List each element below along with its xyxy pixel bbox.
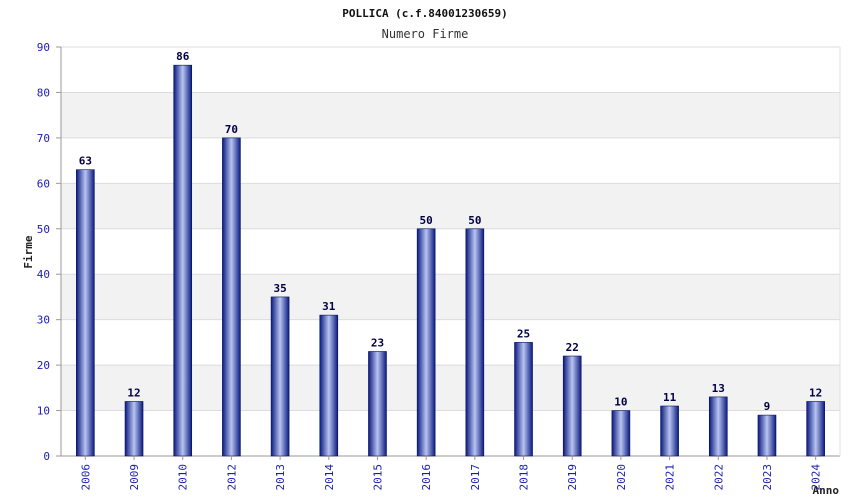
y-tick-label: 60 xyxy=(37,177,50,190)
bar-2017 xyxy=(465,228,485,457)
value-label-2023: 9 xyxy=(764,400,771,413)
x-tick-label-2019: 2019 xyxy=(566,464,579,491)
y-tick-label: 80 xyxy=(37,86,50,99)
y-tick-label: 70 xyxy=(37,132,50,145)
chart-title: POLLICA (c.f.84001230659) xyxy=(342,7,508,20)
value-label-2018: 25 xyxy=(517,327,530,340)
chart-subtitle: Numero Firme xyxy=(382,27,469,41)
x-tick-label-2012: 2012 xyxy=(225,464,238,491)
bar-2009 xyxy=(124,401,144,457)
bar-2019 xyxy=(562,355,582,457)
y-axis-title: Firme xyxy=(22,235,35,268)
x-tick-label-2016: 2016 xyxy=(420,464,433,491)
y-tick-label: 40 xyxy=(37,268,50,281)
x-tick-label-2006: 2006 xyxy=(79,464,92,491)
x-tick-label-2014: 2014 xyxy=(323,464,336,491)
value-label-2006: 63 xyxy=(79,155,92,168)
bar-2020 xyxy=(611,410,631,457)
value-label-2016: 50 xyxy=(420,214,433,227)
value-label-2010: 86 xyxy=(176,50,190,63)
bar-2021 xyxy=(660,405,679,457)
y-tick-label: 90 xyxy=(37,41,50,54)
value-label-2009: 12 xyxy=(127,386,140,399)
x-tick-label-2013: 2013 xyxy=(274,464,287,491)
x-tick-label-2010: 2010 xyxy=(177,464,190,491)
x-tick-label-2018: 2018 xyxy=(518,464,531,491)
x-axis-title: Anno xyxy=(813,484,840,497)
y-tick-label: 10 xyxy=(37,405,50,418)
x-tick-label-2009: 2009 xyxy=(128,464,141,491)
bar-2014 xyxy=(319,314,339,457)
y-tick-label: 20 xyxy=(37,359,50,372)
x-tick-label-2017: 2017 xyxy=(469,464,482,491)
bar-2016 xyxy=(416,228,436,457)
bar-2022 xyxy=(708,396,728,457)
bar-2006 xyxy=(76,169,95,457)
value-label-2019: 22 xyxy=(566,341,579,354)
bar-2012 xyxy=(222,137,241,457)
value-label-2015: 23 xyxy=(371,336,384,349)
value-label-2013: 35 xyxy=(273,282,286,295)
value-label-2014: 31 xyxy=(322,300,336,313)
y-axis-ticks: 0 10 20 30 40 50 60 70 80 90 xyxy=(37,41,61,463)
x-tick-label-2023: 2023 xyxy=(761,464,774,491)
x-tick-label-2024: 2024 xyxy=(810,464,823,491)
x-tick-label-2022: 2022 xyxy=(712,464,725,491)
bar-2015 xyxy=(368,351,387,457)
value-label-2017: 50 xyxy=(468,214,481,227)
value-label-2024: 12 xyxy=(809,386,822,399)
bars xyxy=(76,64,825,457)
value-label-2012: 70 xyxy=(225,123,238,136)
x-tick-label-2021: 2021 xyxy=(664,464,677,491)
y-tick-label: 30 xyxy=(37,314,50,327)
y-tick-label: 50 xyxy=(37,223,50,236)
value-labels: 63 12 86 70 35 31 23 50 50 25 22 10 11 13 9 12 xyxy=(79,50,823,413)
bar-2010 xyxy=(173,64,193,457)
value-label-2020: 10 xyxy=(614,396,627,409)
x-tick-label-2020: 2020 xyxy=(615,464,628,491)
bar-2018 xyxy=(514,342,533,457)
bar-2023 xyxy=(757,414,777,457)
value-label-2022: 13 xyxy=(712,382,725,395)
value-label-2021: 11 xyxy=(663,391,677,404)
x-tick-label-2015: 2015 xyxy=(371,464,384,491)
bar-2013 xyxy=(270,296,290,457)
bar-2024 xyxy=(806,401,825,457)
y-tick-label: 0 xyxy=(43,450,50,463)
x-axis-ticks: 2006 2009 2010 2012 2013 2014 2015 2016 2017 2018… xyxy=(79,456,823,491)
